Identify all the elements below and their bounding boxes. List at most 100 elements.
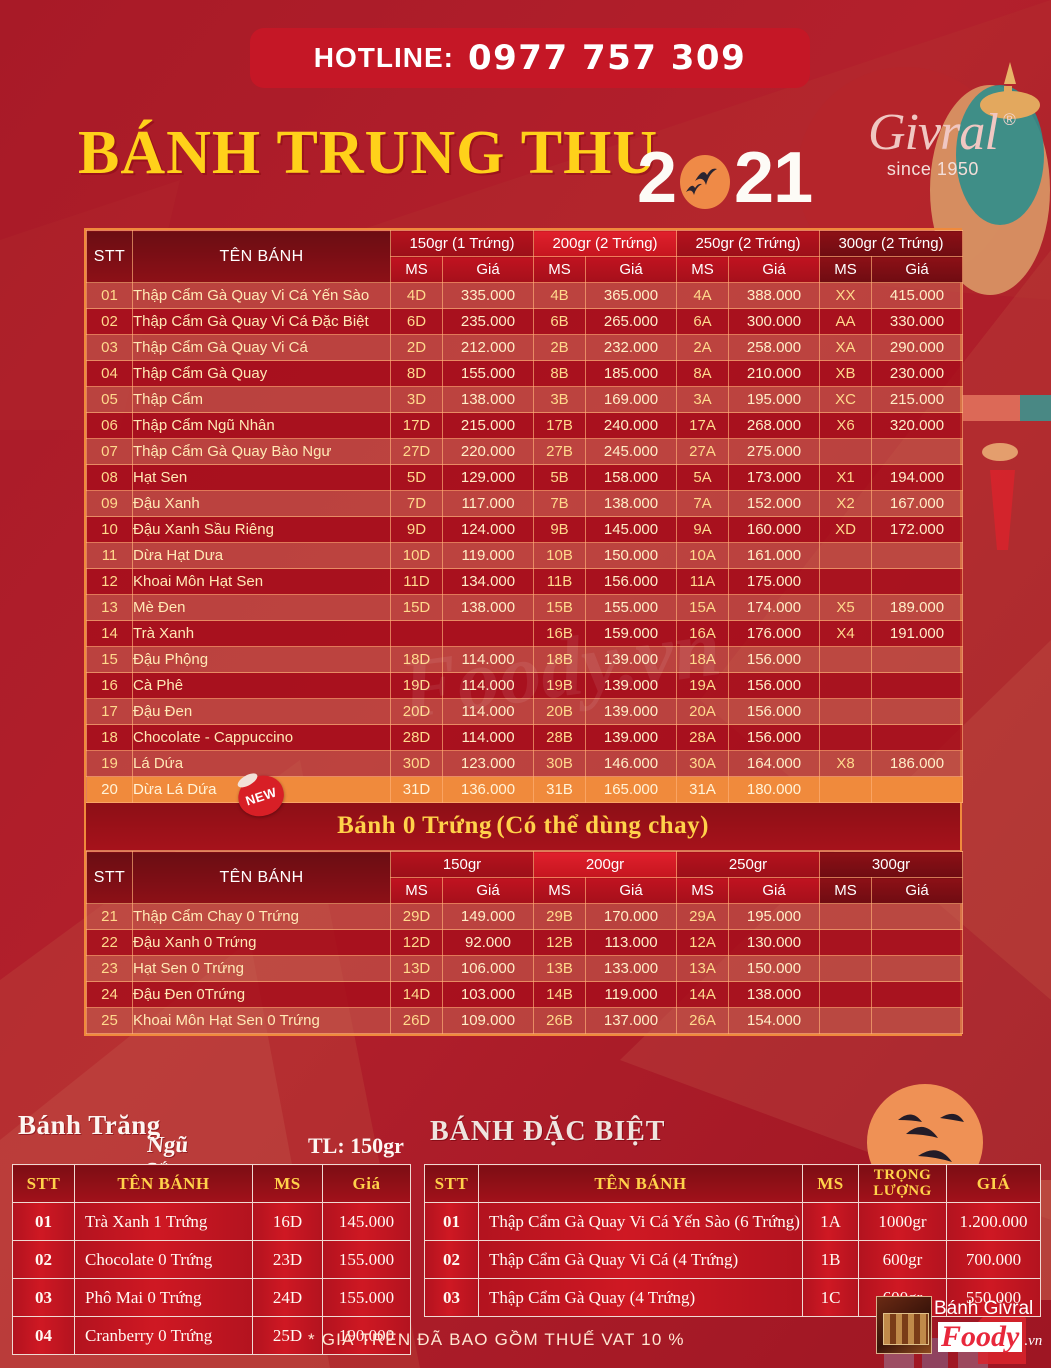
cell-product-name: Khoai Môn Hạt Sen 0 Trứng [132, 1007, 391, 1034]
cell-price: 155.000 [585, 594, 677, 621]
cell-ms: 28D [390, 724, 443, 751]
cell-stt: 19 [86, 750, 133, 777]
cell-price: 145.000 [322, 1202, 411, 1241]
cell-price: 212.000 [442, 334, 534, 361]
banh-dac-biet-heading: BÁNH ĐẶC BIỆT [430, 1116, 666, 1147]
th-bl-name: TÊN BÁNH [74, 1164, 253, 1203]
cell-ms [819, 929, 872, 956]
cell-product-name: Thập Cẩm Gà Quay [132, 360, 391, 387]
cell-ms: 1C [802, 1278, 859, 1317]
cell-ms: 3A [676, 386, 729, 413]
cell-ms: 30B [533, 750, 586, 777]
cell-ms: X2 [819, 490, 872, 517]
cell-price: 170.000 [585, 903, 677, 930]
th2-group-150gr: 150gr [390, 851, 534, 878]
th2-name: TÊN BÁNH [132, 851, 391, 904]
cell-ms [819, 981, 872, 1008]
cell-ms: 5A [676, 464, 729, 491]
th2-stt: STT [86, 851, 133, 904]
cell-stt: 13 [86, 594, 133, 621]
cell-product-name: Mè Đen [132, 594, 391, 621]
cell-ms: 4D [390, 282, 443, 309]
cell-ms [819, 724, 872, 751]
cell-product-name: Trà Xanh [132, 620, 391, 647]
cell-price [871, 438, 963, 465]
cell-ms: 4A [676, 282, 729, 309]
th-group-250gr: 250gr (2 Trứng) [676, 230, 820, 257]
cell-product-name: Đậu Phộng [132, 646, 391, 673]
cell-product-name: Đậu Xanh [132, 490, 391, 517]
cell-stt: 09 [86, 490, 133, 517]
th2-ms-200: MS [533, 877, 586, 904]
cell-price: 176.000 [728, 620, 820, 647]
cell-price: 150.000 [728, 955, 820, 982]
cell-price: 169.000 [585, 386, 677, 413]
cell-ms: 20A [676, 698, 729, 725]
cell-price: 156.000 [728, 698, 820, 725]
th2-ms-150: MS [390, 877, 443, 904]
section2-subtitle: (Có thể dùng chay) [496, 812, 709, 839]
table-row: 19 Lá Dứa 30D 123.000 30B 146.000 30A 164.000 X8… [86, 750, 963, 777]
cell-weight: 600gr [858, 1240, 947, 1279]
th-gia-200: Giá [585, 256, 677, 283]
cell-ms: 12B [533, 929, 586, 956]
cell-weight: 1000gr [858, 1202, 947, 1241]
cell-price [442, 620, 534, 647]
cell-ms: 17B [533, 412, 586, 439]
cell-price: 154.000 [728, 1007, 820, 1034]
page-title: BÁNH TRUNG THU [78, 119, 659, 187]
givral-product-thumbnail [876, 1296, 932, 1354]
cell-price: 119.000 [585, 981, 677, 1008]
cell-price [871, 698, 963, 725]
cell-stt: 02 [86, 308, 133, 335]
cell-stt: 08 [86, 464, 133, 491]
th2-gia-250: Giá [728, 877, 820, 904]
cell-ms: 26A [676, 1007, 729, 1034]
hotline-label: HOTLINE: [313, 42, 454, 73]
cell-price [871, 981, 963, 1008]
cell-ms [819, 698, 872, 725]
cell-ms: X8 [819, 750, 872, 777]
cell-price: 235.000 [442, 308, 534, 335]
section2-title: Bánh 0 Trứng [337, 812, 492, 839]
cell-ms: 26D [390, 1007, 443, 1034]
cell-stt: 14 [86, 620, 133, 647]
cell-ms: 30D [390, 750, 443, 777]
th-gia-300: Giá [871, 256, 963, 283]
cell-product-name: Khoai Môn Hạt Sen [132, 568, 391, 595]
cell-ms: X6 [819, 412, 872, 439]
cell-ms: AA [819, 308, 872, 335]
cell-price: 265.000 [585, 308, 677, 335]
cell-price: 210.000 [728, 360, 820, 387]
table-row: 16 Cà Phê 19D 114.000 19B 139.000 19A 156.000 [86, 672, 963, 699]
cell-ms: 16D [252, 1202, 323, 1241]
cell-ms: 8B [533, 360, 586, 387]
cell-price: 164.000 [728, 750, 820, 777]
brand-since: since 1950 [886, 159, 979, 180]
th2-gia-200: Giá [585, 877, 677, 904]
cell-ms: 8A [676, 360, 729, 387]
cell-ms: 10A [676, 542, 729, 569]
cell-price: 156.000 [585, 568, 677, 595]
banh-trang-table: STT TÊN BÁNH MS Giá 01 Trà Xanh 1 Trứng 16… [12, 1164, 411, 1355]
cell-price: 172.000 [871, 516, 963, 543]
price-table-container: STT TÊN BÁNH 150gr (1 Trứng) 200gr (2 Tr… [84, 228, 963, 1036]
cell-ms: 8D [390, 360, 443, 387]
cell-ms: 24D [252, 1278, 323, 1317]
cell-price: 194.000 [871, 464, 963, 491]
cell-ms: 13A [676, 955, 729, 982]
moon-icon [677, 147, 733, 209]
cell-stt: 05 [86, 386, 133, 413]
th2-group-300gr: 300gr [819, 851, 963, 878]
brand-name: Givral [868, 104, 999, 161]
th-group-150gr: 150gr (1 Trứng) [390, 230, 534, 257]
cell-stt: 03 [86, 334, 133, 361]
th2-group-250gr: 250gr [676, 851, 820, 878]
table-row: 01 Thập Cẩm Gà Quay Vi Cá Yến Sào 4D 335.00… [86, 282, 963, 309]
cell-ms: 6B [533, 308, 586, 335]
cell-ms [819, 646, 872, 673]
cell-ms: 17A [676, 412, 729, 439]
cell-ms: 12A [676, 929, 729, 956]
cell-stt: 15 [86, 646, 133, 673]
table-row: 22 Đậu Xanh 0 Trứng 12D 92.000 12B 113.000 12A… [86, 929, 963, 956]
